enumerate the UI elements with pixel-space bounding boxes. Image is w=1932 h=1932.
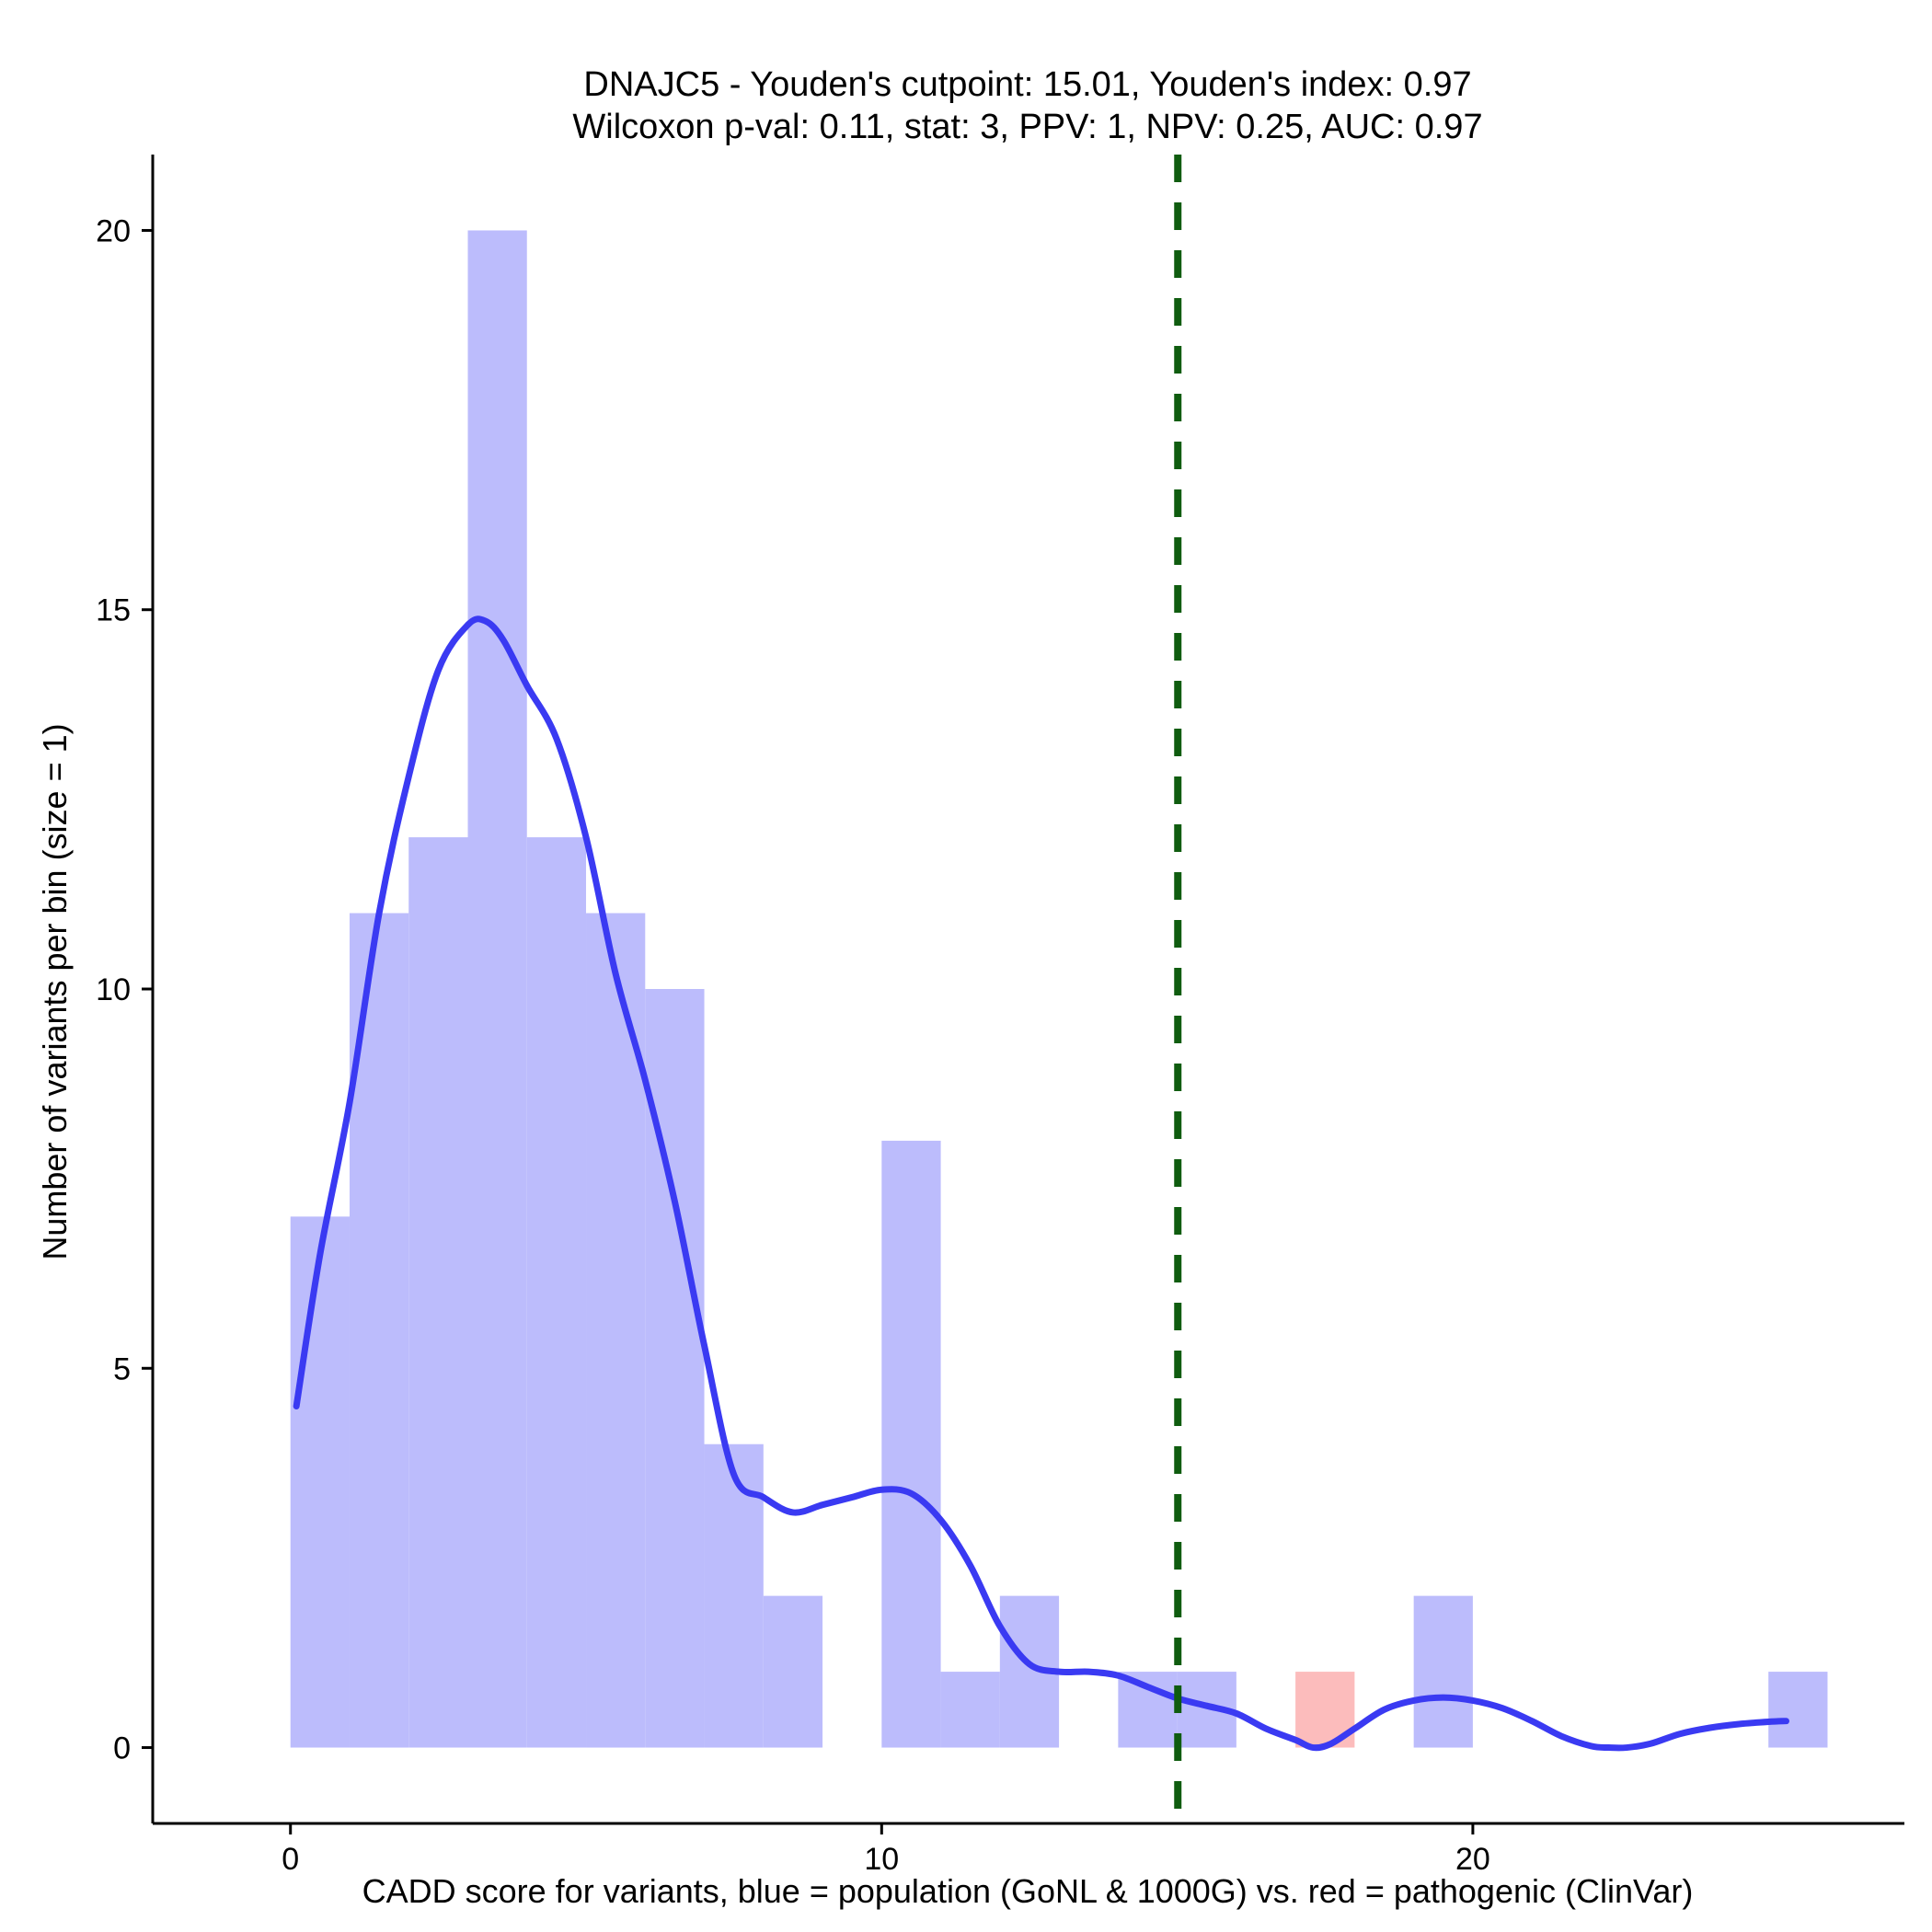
x-tick-label-0: 0: [282, 1842, 299, 1877]
density-layer: [293, 615, 1789, 1752]
histogram-bar-population-25: [1768, 1672, 1828, 1748]
y-axis-label: Number of variants per bin (size = 1): [36, 723, 74, 1259]
histogram-bar-population-19: [1413, 1595, 1473, 1748]
x-tick-label-20: 20: [1455, 1842, 1490, 1877]
histogram-bar-population-4: [526, 837, 587, 1748]
histogram-bar-population-0: [290, 1216, 350, 1748]
chart-title: DNAJC5 - Youden's cutpoint: 15.01, Youde…: [583, 65, 1471, 104]
y-tick-label-10: 10: [96, 972, 131, 1007]
y-tick-label-20: 20: [96, 213, 131, 248]
chart-subtitle: Wilcoxon p-val: 0.11, stat: 3, PPV: 1, N…: [572, 108, 1482, 146]
histogram-bar-population-11: [940, 1672, 1000, 1748]
x-tick-label-10: 10: [864, 1842, 899, 1877]
y-tick-label-5: 5: [113, 1351, 131, 1386]
histogram-bar-population-8: [763, 1595, 823, 1748]
x-axis-label: CADD score for variants, blue = populati…: [362, 1872, 1694, 1910]
histogram-bar-population-14: [1118, 1672, 1178, 1748]
y-tick-label-15: 15: [96, 593, 131, 628]
histogram-bar-population-7: [704, 1443, 764, 1748]
density-curve: [293, 615, 1789, 1752]
bars-layer: [290, 230, 1828, 1748]
y-tick-label-0: 0: [113, 1731, 131, 1766]
histogram-bar-population-3: [467, 230, 527, 1748]
x-ticks-layer: 0 10 20: [282, 1823, 1490, 1877]
histogram-bar-population-2: [408, 837, 468, 1748]
y-ticks-layer: 0 5 10 15 20: [96, 213, 153, 1766]
histogram-bar-population-10: [881, 1140, 941, 1748]
